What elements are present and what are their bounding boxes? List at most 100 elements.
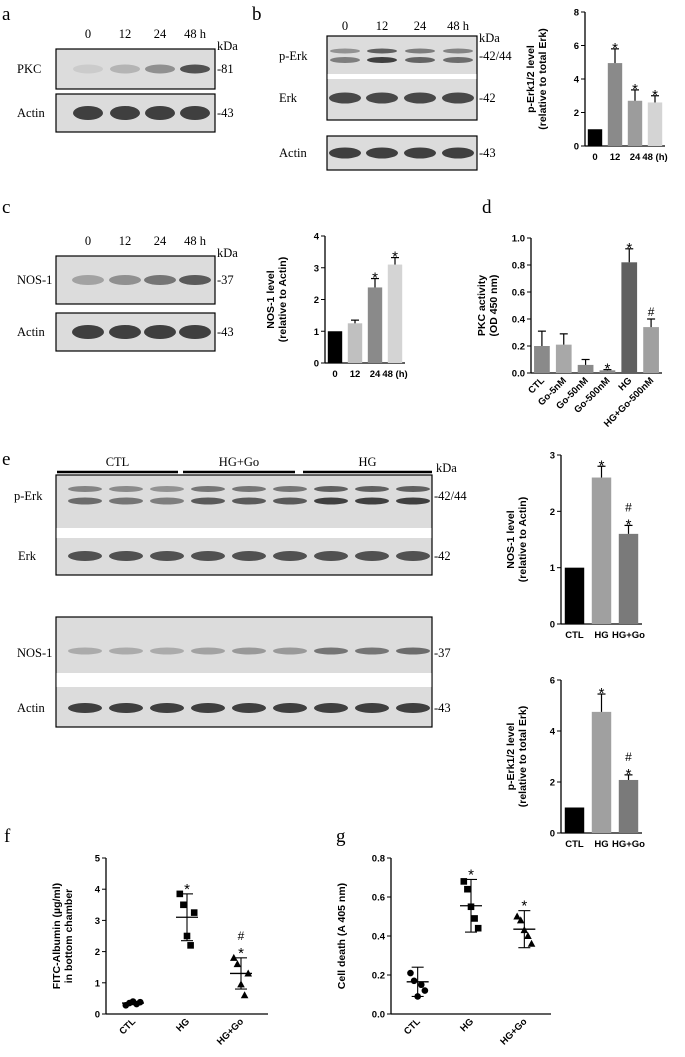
blot-band [355, 486, 389, 492]
blot-band [68, 703, 102, 713]
blot-band [73, 106, 103, 120]
blot-band [145, 64, 175, 74]
blot-band [68, 551, 102, 561]
x-tick-label: 12 [610, 152, 621, 163]
blot-band [355, 647, 389, 655]
y-tick-label: 2 [95, 947, 100, 958]
mw-marker: -42 [434, 549, 451, 563]
bar [599, 370, 616, 373]
blot-band [396, 703, 430, 713]
blot-band [314, 703, 348, 713]
x-tick-label: HG [617, 375, 635, 393]
blot-band [109, 551, 143, 561]
strip-gap [327, 74, 477, 79]
data-point [471, 915, 478, 922]
blot-band [109, 497, 143, 505]
y-tick-label: 3 [550, 451, 555, 462]
blot-band [367, 57, 397, 63]
y-tick-label: 0.0 [512, 369, 525, 380]
protein-label: Erk [18, 549, 37, 563]
data-point [407, 969, 414, 977]
significance-mark: # [625, 500, 632, 514]
lane-label: 0 [85, 27, 91, 41]
bar [618, 533, 639, 624]
bar [347, 323, 363, 363]
y-axis-label: (relative to total Erk) [537, 28, 549, 130]
blot-band [109, 275, 141, 285]
protein-label: NOS-1 [17, 273, 52, 287]
blot-band [273, 486, 307, 492]
x-tick-label: 48 (h) [382, 369, 407, 380]
y-tick-label: 1.0 [512, 234, 525, 245]
y-tick-label: 0 [574, 142, 579, 153]
group-label: HG+Go [219, 455, 259, 469]
mw-marker: -37 [217, 273, 234, 287]
y-axis-label: p-Erk1/2 level [525, 45, 537, 113]
mw-marker: -43 [434, 701, 451, 715]
y-tick-label: 0.8 [512, 261, 525, 272]
y-tick-label: 0.6 [372, 893, 385, 904]
blot-band [442, 92, 474, 104]
y-tick-label: 1 [550, 563, 556, 574]
blot-band [405, 48, 435, 54]
significance-mark: * [599, 457, 605, 474]
y-axis-label: p-Erk1/2 level [505, 723, 517, 791]
kda-label: kDa [479, 31, 500, 45]
significance-mark: * [626, 240, 632, 257]
x-tick-label: 24 [630, 152, 641, 163]
blot-band [404, 147, 436, 159]
y-tick-label: 0.0 [372, 1010, 385, 1021]
significance-mark: # [648, 305, 655, 319]
blot-band [110, 106, 140, 120]
x-tick-label: 12 [350, 369, 361, 380]
data-point [460, 878, 468, 885]
panel-letter-c: c [2, 197, 10, 218]
bar [555, 344, 572, 373]
blot-band [314, 486, 348, 492]
blot-band [442, 147, 474, 159]
y-tick-label: 8 [574, 8, 579, 19]
bar [564, 567, 585, 624]
data-point [516, 916, 525, 924]
mw-marker: -43 [217, 325, 234, 339]
y-tick-label: 0.2 [372, 971, 385, 982]
blot-band [396, 486, 430, 492]
bar [618, 779, 639, 833]
strip-gap [56, 528, 432, 538]
y-tick-label: 2 [314, 295, 319, 306]
lane-label: 12 [119, 27, 132, 41]
data-point [240, 991, 249, 999]
x-tick-label: 48 (h) [642, 152, 667, 163]
significance-mark: * [468, 866, 474, 883]
protein-label: NOS-1 [17, 646, 52, 660]
mw-marker: -42/44 [479, 49, 512, 63]
lane-label: 24 [414, 19, 427, 33]
data-point [233, 960, 242, 968]
blot-band [191, 486, 225, 492]
x-tick-label: CTL [565, 839, 584, 850]
y-tick-label: 0 [550, 620, 555, 631]
y-axis-label: Cell death (A 405 nm) [336, 883, 348, 989]
blot-band [396, 647, 430, 655]
significance-mark: * [604, 361, 610, 378]
data-point [190, 909, 198, 916]
panel-letter-g: g [336, 826, 346, 847]
y-axis-label: FITC-Albumin (µg/ml) [51, 883, 63, 989]
bar [591, 477, 612, 624]
blot-band [150, 486, 184, 492]
data-point [176, 890, 184, 898]
bar [564, 807, 585, 833]
x-tick-label: HG [458, 1016, 476, 1034]
blot-band [144, 325, 176, 339]
y-tick-label: 0 [314, 359, 319, 370]
x-tick-label: HG+Go [498, 1016, 529, 1047]
y-axis-label: (relative to Actin) [277, 257, 289, 342]
x-tick-label: 0 [592, 152, 597, 163]
blot-band [150, 647, 184, 655]
significance-mark: * [599, 685, 605, 702]
data-point [187, 942, 194, 949]
chart-g-scatter: 0.0 0.2 0.4 0.6 0.8 Cell death (A 405 nm) CTL H… [336, 854, 551, 1047]
blot-band [109, 647, 143, 655]
lane-label: 48 h [184, 27, 207, 41]
